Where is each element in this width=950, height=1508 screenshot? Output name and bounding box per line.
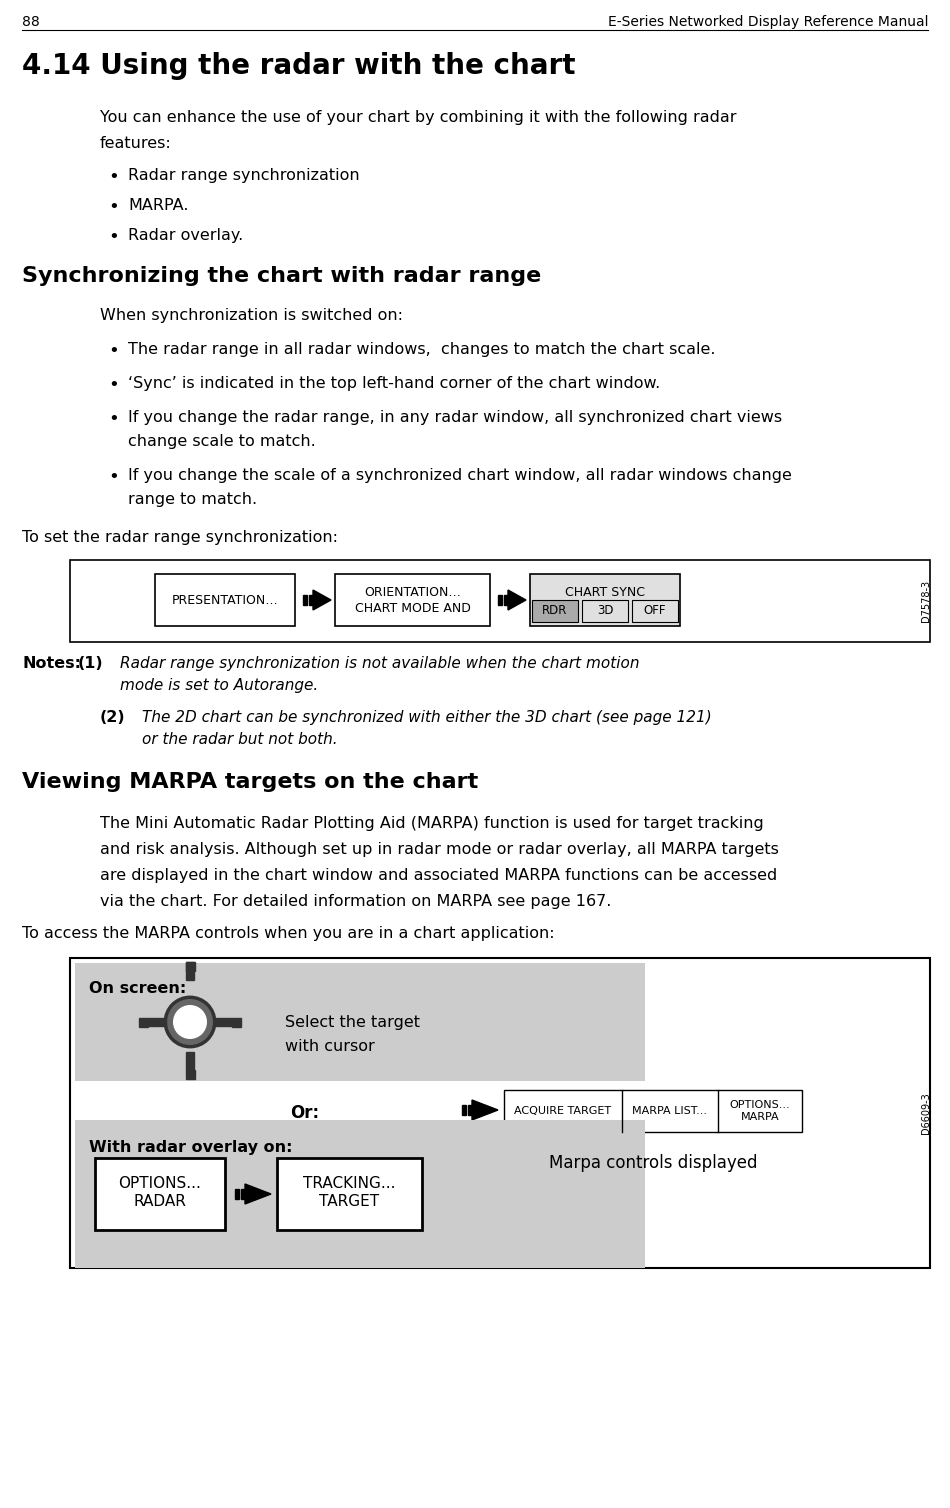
Text: 88: 88 xyxy=(22,15,40,29)
Text: You can enhance the use of your chart by combining it with the following radar: You can enhance the use of your chart by… xyxy=(100,110,736,125)
Text: •: • xyxy=(108,375,119,394)
Bar xyxy=(530,575,680,626)
Bar xyxy=(70,958,930,1268)
Text: 3D: 3D xyxy=(597,605,614,617)
Text: via the chart. For detailed information on MARPA see page 167.: via the chart. For detailed information … xyxy=(100,894,612,909)
Text: Notes:: Notes: xyxy=(22,656,81,671)
Text: On screen:: On screen: xyxy=(89,982,186,995)
Text: OPTIONS...: OPTIONS... xyxy=(119,1176,201,1191)
Polygon shape xyxy=(245,1184,271,1203)
Bar xyxy=(95,1158,225,1231)
Circle shape xyxy=(167,998,213,1045)
Text: ‘Sync’ is indicated in the top left-hand corner of the chart window.: ‘Sync’ is indicated in the top left-hand… xyxy=(128,375,660,391)
Bar xyxy=(186,962,194,980)
Text: change scale to match.: change scale to match. xyxy=(128,434,315,449)
Bar xyxy=(468,1105,472,1114)
Text: Marpa controls displayed: Marpa controls displayed xyxy=(549,1154,757,1172)
Text: are displayed in the chart window and associated MARPA functions can be accessed: are displayed in the chart window and as… xyxy=(100,869,777,884)
Bar xyxy=(335,575,490,626)
Polygon shape xyxy=(472,1099,498,1120)
Text: MARPA.: MARPA. xyxy=(128,198,188,213)
Text: RDR: RDR xyxy=(542,605,568,617)
Text: D7578-3: D7578-3 xyxy=(921,581,931,623)
Polygon shape xyxy=(508,590,526,611)
Text: Or:: Or: xyxy=(290,1104,319,1122)
Text: When synchronization is switched on:: When synchronization is switched on: xyxy=(100,308,403,323)
Bar xyxy=(303,596,307,605)
Bar xyxy=(504,1090,802,1133)
Bar xyxy=(241,1188,245,1199)
Text: The radar range in all radar windows,  changes to match the chart scale.: The radar range in all radar windows, ch… xyxy=(128,342,715,357)
Bar xyxy=(214,1018,232,1025)
Text: features:: features: xyxy=(100,136,172,151)
Bar xyxy=(235,1188,239,1199)
Bar xyxy=(186,1053,194,1071)
Text: OFF: OFF xyxy=(644,605,666,617)
Polygon shape xyxy=(313,590,331,611)
Text: Radar range synchronization: Radar range synchronization xyxy=(128,167,360,182)
Text: MARPA LIST...: MARPA LIST... xyxy=(633,1105,708,1116)
Text: OPTIONS...: OPTIONS... xyxy=(730,1099,790,1110)
Circle shape xyxy=(173,1004,207,1039)
Text: mode is set to Autorange.: mode is set to Autorange. xyxy=(120,679,318,694)
Text: D6609-3: D6609-3 xyxy=(921,1092,931,1134)
Bar xyxy=(155,575,295,626)
Bar xyxy=(632,600,678,621)
Bar xyxy=(75,1120,645,1268)
Text: ACQUIRE TARGET: ACQUIRE TARGET xyxy=(515,1105,612,1116)
Text: with cursor: with cursor xyxy=(285,1039,374,1054)
Text: (1): (1) xyxy=(78,656,104,671)
Text: MARPA: MARPA xyxy=(741,1113,779,1122)
Text: •: • xyxy=(108,410,119,428)
Bar xyxy=(498,596,502,605)
Bar xyxy=(232,1018,241,1027)
Text: The 2D chart can be synchronized with either the 3D chart (see page 121): The 2D chart can be synchronized with ei… xyxy=(142,710,712,725)
Text: 4.14 Using the radar with the chart: 4.14 Using the radar with the chart xyxy=(22,51,576,80)
Text: Synchronizing the chart with radar range: Synchronizing the chart with radar range xyxy=(22,265,542,287)
Text: If you change the scale of a synchronized chart window, all radar windows change: If you change the scale of a synchronize… xyxy=(128,467,792,483)
Text: •: • xyxy=(108,198,119,216)
Bar xyxy=(532,600,578,621)
Bar xyxy=(582,600,628,621)
Text: (2): (2) xyxy=(100,710,125,725)
Text: The Mini Automatic Radar Plotting Aid (MARPA) function is used for target tracki: The Mini Automatic Radar Plotting Aid (M… xyxy=(100,816,764,831)
Text: or the radar but not both.: or the radar but not both. xyxy=(142,731,337,746)
Text: •: • xyxy=(108,342,119,360)
Bar xyxy=(148,1018,166,1025)
Text: If you change the radar range, in any radar window, all synchronized chart views: If you change the radar range, in any ra… xyxy=(128,410,782,425)
Bar xyxy=(185,962,195,971)
Bar xyxy=(70,559,930,642)
Text: PRESENTATION…: PRESENTATION… xyxy=(172,594,278,606)
Bar xyxy=(277,1158,422,1231)
Text: •: • xyxy=(108,228,119,246)
Bar xyxy=(309,596,313,605)
Text: •: • xyxy=(108,167,119,185)
Text: CHART SYNC: CHART SYNC xyxy=(565,585,645,599)
Text: Radar range synchronization is not available when the chart motion: Radar range synchronization is not avail… xyxy=(120,656,639,671)
Text: Select the target: Select the target xyxy=(285,1015,420,1030)
Bar xyxy=(185,1071,195,1080)
Text: range to match.: range to match. xyxy=(128,492,257,507)
Text: To access the MARPA controls when you are in a chart application:: To access the MARPA controls when you ar… xyxy=(22,926,555,941)
Text: TRACKING...: TRACKING... xyxy=(303,1176,396,1191)
Text: Radar overlay.: Radar overlay. xyxy=(128,228,243,243)
Text: E-Series Networked Display Reference Manual: E-Series Networked Display Reference Man… xyxy=(607,15,928,29)
Text: CHART MODE AND: CHART MODE AND xyxy=(354,602,470,614)
Text: and risk analysis. Although set up in radar mode or radar overlay, all MARPA tar: and risk analysis. Although set up in ra… xyxy=(100,841,779,857)
Text: Viewing MARPA targets on the chart: Viewing MARPA targets on the chart xyxy=(22,772,478,792)
Bar xyxy=(504,596,508,605)
Text: TARGET: TARGET xyxy=(319,1194,380,1209)
Bar xyxy=(139,1018,148,1027)
Bar xyxy=(75,964,645,1081)
Text: RADAR: RADAR xyxy=(134,1194,186,1209)
Text: To set the radar range synchronization:: To set the radar range synchronization: xyxy=(22,529,338,544)
Text: With radar overlay on:: With radar overlay on: xyxy=(89,1140,293,1155)
Bar xyxy=(462,1105,466,1114)
Text: •: • xyxy=(108,467,119,486)
Text: ORIENTATION…: ORIENTATION… xyxy=(364,585,461,599)
